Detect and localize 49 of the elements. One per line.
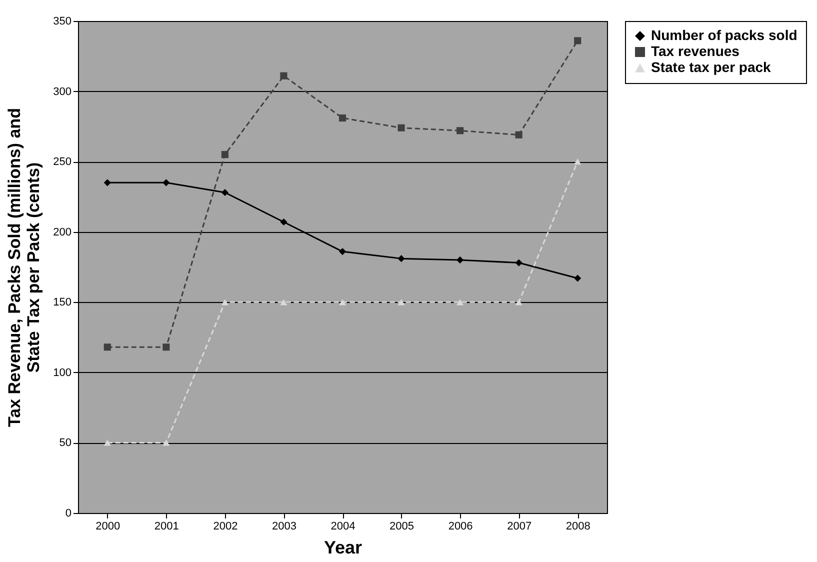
point: [280, 218, 288, 226]
point: [162, 344, 170, 351]
point: [574, 37, 582, 44]
point: [104, 344, 111, 351]
y-axis-title: Tax Revenue, Packs Sold (millions) and State Tax per Pack (cents): [5, 108, 44, 427]
x-tick-label: 2003: [272, 520, 296, 532]
point: [338, 248, 346, 256]
point: [456, 256, 464, 264]
y-tick-label: 0: [65, 508, 72, 520]
x-tick-label: 2001: [154, 520, 179, 532]
point: [456, 127, 464, 134]
legend-label: State tax per pack: [651, 59, 772, 75]
x-tick-label: 2008: [566, 520, 590, 532]
y-tick-label: 100: [53, 366, 72, 379]
y-tick-label: 250: [53, 156, 72, 168]
legend-label: Number of packs sold: [651, 27, 798, 43]
x-tick-label: 2007: [507, 520, 532, 532]
point: [338, 114, 346, 122]
x-tick-label: 2005: [390, 520, 414, 532]
point: [398, 255, 405, 262]
point: [221, 151, 228, 158]
point: [574, 158, 582, 165]
x-tick-label: 2006: [448, 520, 473, 532]
point: [280, 72, 288, 80]
y-tick-label: 200: [53, 226, 72, 238]
point: [221, 299, 228, 306]
y-tick-label: 300: [53, 86, 72, 98]
point: [338, 299, 346, 306]
point: [104, 440, 111, 446]
point: [280, 299, 288, 306]
x-tick-label: 2004: [330, 520, 356, 532]
point: [574, 274, 582, 282]
legend-label: Tax revenues: [651, 43, 740, 59]
point: [221, 188, 228, 196]
point: [398, 124, 405, 132]
point: [456, 299, 464, 306]
x-axis-title: Year: [324, 538, 362, 558]
point: [162, 179, 170, 186]
y-tick-label: 50: [59, 437, 72, 450]
point: [515, 259, 522, 266]
point: [104, 179, 111, 186]
x-tick-label: 2002: [213, 520, 238, 532]
point: [515, 131, 522, 138]
point: [162, 440, 170, 446]
point: [398, 299, 405, 306]
point: [515, 299, 522, 306]
x-tick-label: 2000: [96, 520, 120, 532]
y-tick-label: 350: [53, 16, 72, 28]
y-tick-label: 150: [53, 296, 72, 309]
